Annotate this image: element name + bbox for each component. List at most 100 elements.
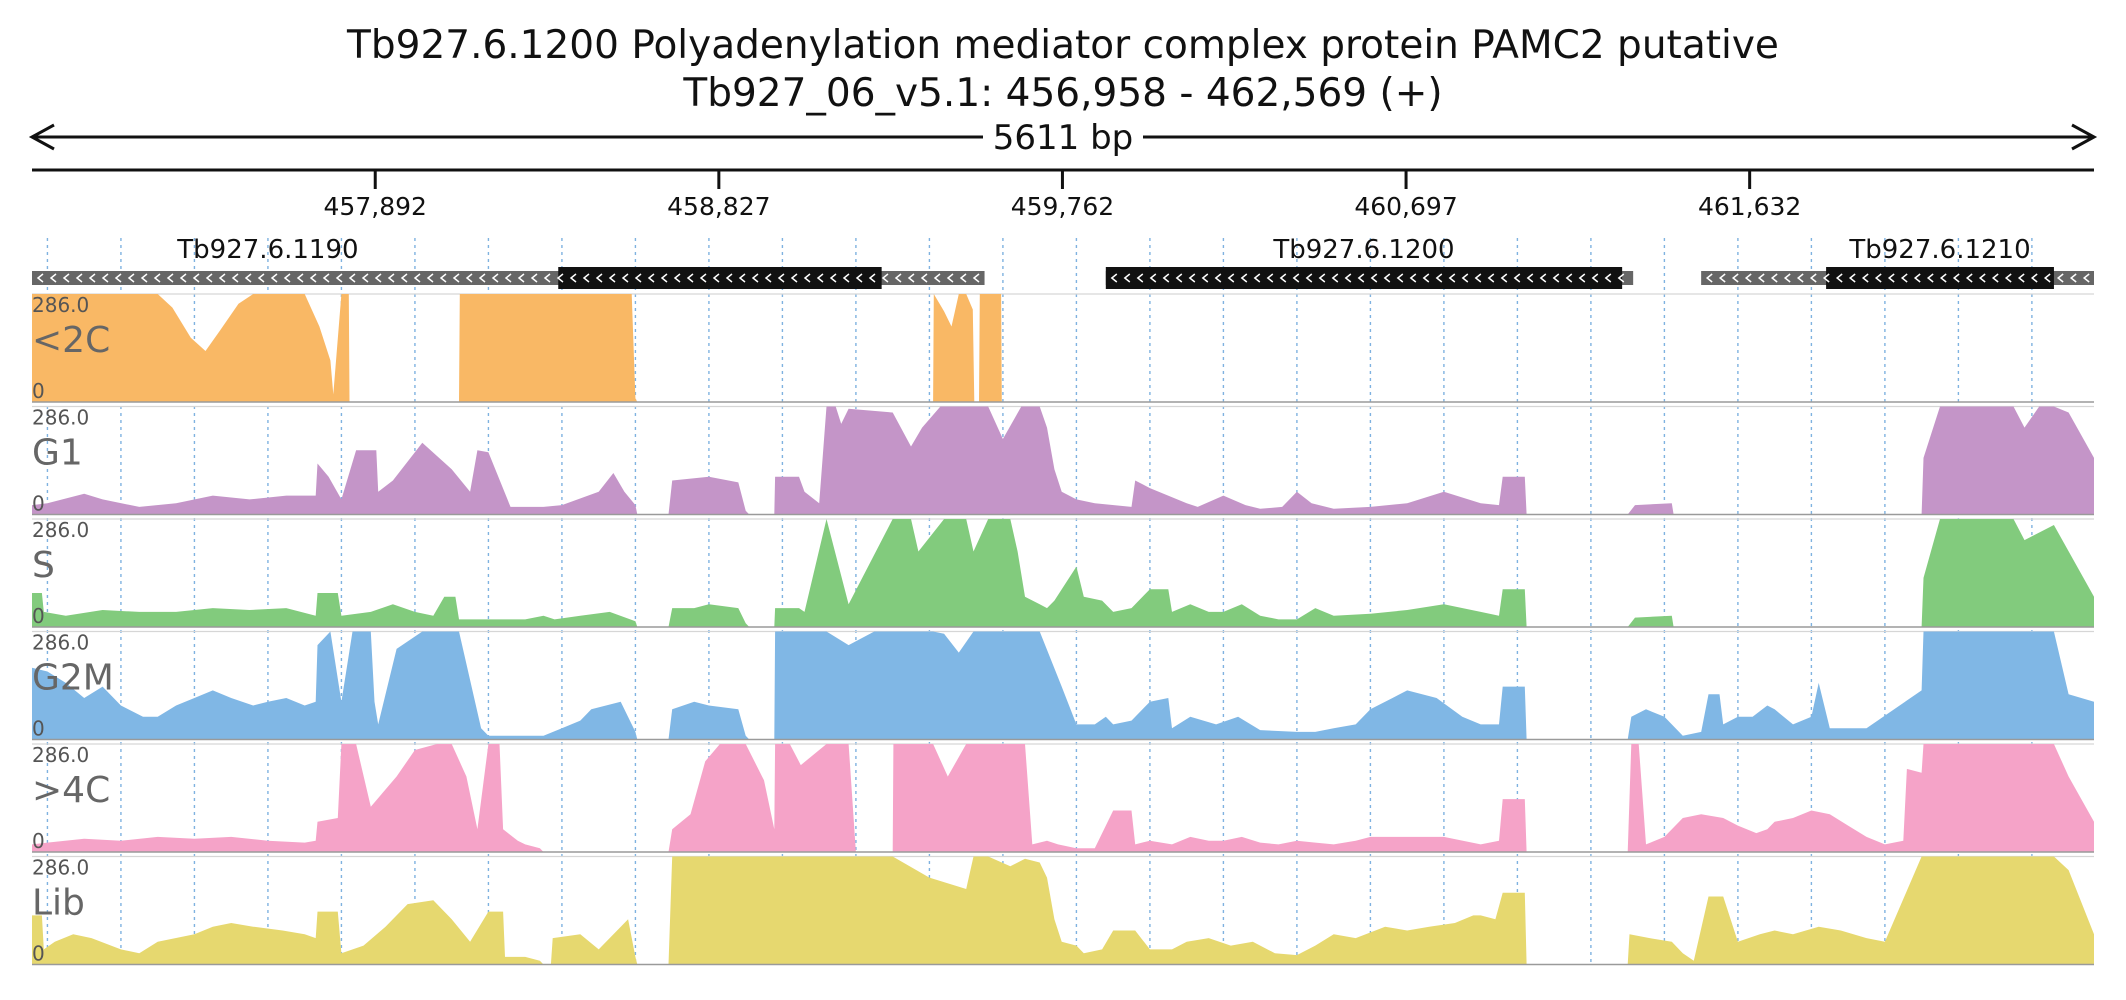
gene-cds bbox=[558, 267, 882, 289]
strand-chevron bbox=[192, 273, 200, 283]
strand-chevron bbox=[1887, 273, 1895, 283]
strand-chevron bbox=[621, 273, 629, 283]
strand-chevron bbox=[1253, 273, 1261, 283]
axis-tick-label: 460,697 bbox=[1354, 192, 1457, 221]
gene-label: Tb927.6.1210 bbox=[1848, 235, 2030, 265]
strand-chevron bbox=[2082, 273, 2090, 283]
axis-tick-label: 458,827 bbox=[667, 192, 770, 221]
strand-chevron bbox=[1604, 273, 1612, 283]
strand-chevron bbox=[582, 273, 590, 283]
strand-chevron bbox=[1292, 273, 1300, 283]
strand-chevron bbox=[2043, 273, 2051, 283]
strand-chevron bbox=[738, 273, 746, 283]
strand-chevron bbox=[1770, 273, 1778, 283]
gene-model: Tb927.6.1210 bbox=[1701, 235, 2094, 289]
strand-chevron bbox=[647, 273, 655, 283]
track-name-label: Lib bbox=[32, 883, 85, 924]
track-min-label: 0 bbox=[32, 604, 45, 628]
strand-chevron bbox=[166, 273, 174, 283]
strand-chevron bbox=[634, 273, 642, 283]
strand-chevron bbox=[920, 273, 928, 283]
strand-chevron bbox=[1162, 273, 1170, 283]
coverage-area bbox=[32, 406, 2094, 515]
strand-chevron bbox=[1448, 273, 1456, 283]
track-max-label: 286.0 bbox=[32, 631, 89, 655]
strand-chevron bbox=[1201, 273, 1209, 283]
strand-chevron bbox=[1978, 273, 1986, 283]
strand-chevron bbox=[270, 273, 278, 283]
track-min-label: 0 bbox=[32, 717, 45, 741]
coverage-track: 286.0 0 >4C bbox=[32, 743, 2094, 853]
strand-chevron bbox=[673, 273, 681, 283]
strand-chevron bbox=[1809, 273, 1817, 283]
strand-chevron bbox=[1396, 273, 1404, 283]
strand-chevron bbox=[478, 273, 486, 283]
strand-chevron bbox=[1383, 273, 1391, 283]
strand-chevron bbox=[1188, 273, 1196, 283]
axis-tick-label: 461,632 bbox=[1698, 192, 1801, 221]
strand-chevron bbox=[1487, 273, 1495, 283]
strand-chevron bbox=[777, 273, 785, 283]
strand-chevron bbox=[153, 273, 161, 283]
strand-chevron bbox=[1835, 273, 1843, 283]
strand-chevron bbox=[1578, 273, 1586, 283]
position-axis: 457,892 458,827 459,762 460,697 461,632 bbox=[32, 168, 2094, 221]
strand-chevron bbox=[413, 273, 421, 283]
strand-chevron bbox=[1913, 273, 1921, 283]
strand-chevron bbox=[1926, 273, 1934, 283]
strand-chevron bbox=[608, 273, 616, 283]
strand-chevron bbox=[426, 273, 434, 283]
strand-chevron bbox=[361, 273, 369, 283]
strand-chevron bbox=[1136, 273, 1144, 283]
strand-chevron bbox=[2017, 273, 2025, 283]
strand-chevron bbox=[946, 273, 954, 283]
figure-title: Tb927.6.1200 Polyadenylation mediator co… bbox=[347, 23, 1779, 68]
span-arrowhead-left bbox=[28, 123, 55, 151]
strand-chevron bbox=[894, 273, 902, 283]
axis-tick-label: 457,892 bbox=[324, 192, 427, 221]
figure-subtitle: Tb927_06_v5.1: 456,958 - 462,569 (+) bbox=[683, 71, 1443, 116]
strand-chevron bbox=[712, 273, 720, 283]
strand-chevron bbox=[218, 273, 226, 283]
strand-chevron bbox=[842, 273, 850, 283]
strand-chevron bbox=[1617, 273, 1625, 283]
strand-chevron bbox=[465, 273, 473, 283]
axis-tick-label: 459,762 bbox=[1011, 192, 1114, 221]
strand-chevron bbox=[816, 273, 824, 283]
strand-chevron bbox=[452, 273, 460, 283]
track-name-label: >4C bbox=[32, 770, 110, 811]
track-max-label: 286.0 bbox=[32, 856, 89, 880]
strand-chevron bbox=[309, 273, 317, 283]
coverage-area bbox=[32, 744, 2094, 852]
strand-chevron bbox=[1214, 273, 1222, 283]
strand-chevron bbox=[1744, 273, 1752, 283]
strand-chevron bbox=[257, 273, 265, 283]
strand-chevron bbox=[1500, 273, 1508, 283]
coverage-track: 286.0 0 G1 bbox=[32, 406, 2094, 516]
strand-chevron bbox=[114, 273, 122, 283]
strand-chevron bbox=[62, 273, 70, 283]
strand-chevron bbox=[1149, 273, 1157, 283]
strand-chevron bbox=[1731, 273, 1739, 283]
strand-chevron bbox=[283, 273, 291, 283]
strand-chevron bbox=[348, 273, 356, 283]
strand-chevron bbox=[868, 273, 876, 283]
strand-chevron bbox=[569, 273, 577, 283]
track-name-label: G2M bbox=[32, 658, 114, 699]
strand-chevron bbox=[1796, 273, 1804, 283]
strand-chevron bbox=[751, 273, 759, 283]
strand-chevron bbox=[855, 273, 863, 283]
strand-chevron bbox=[686, 273, 694, 283]
strand-chevron bbox=[1266, 273, 1274, 283]
strand-chevron bbox=[179, 273, 187, 283]
strand-chevron bbox=[1331, 273, 1339, 283]
track-name-label: <2C bbox=[32, 320, 110, 361]
track-max-label: 286.0 bbox=[32, 743, 89, 767]
strand-chevron bbox=[1591, 273, 1599, 283]
strand-chevron bbox=[1565, 273, 1573, 283]
strand-chevron bbox=[49, 273, 57, 283]
strand-chevron bbox=[205, 273, 213, 283]
coverage-area bbox=[32, 294, 2094, 402]
track-max-label: 286.0 bbox=[32, 293, 89, 317]
strand-chevron bbox=[1991, 273, 1999, 283]
